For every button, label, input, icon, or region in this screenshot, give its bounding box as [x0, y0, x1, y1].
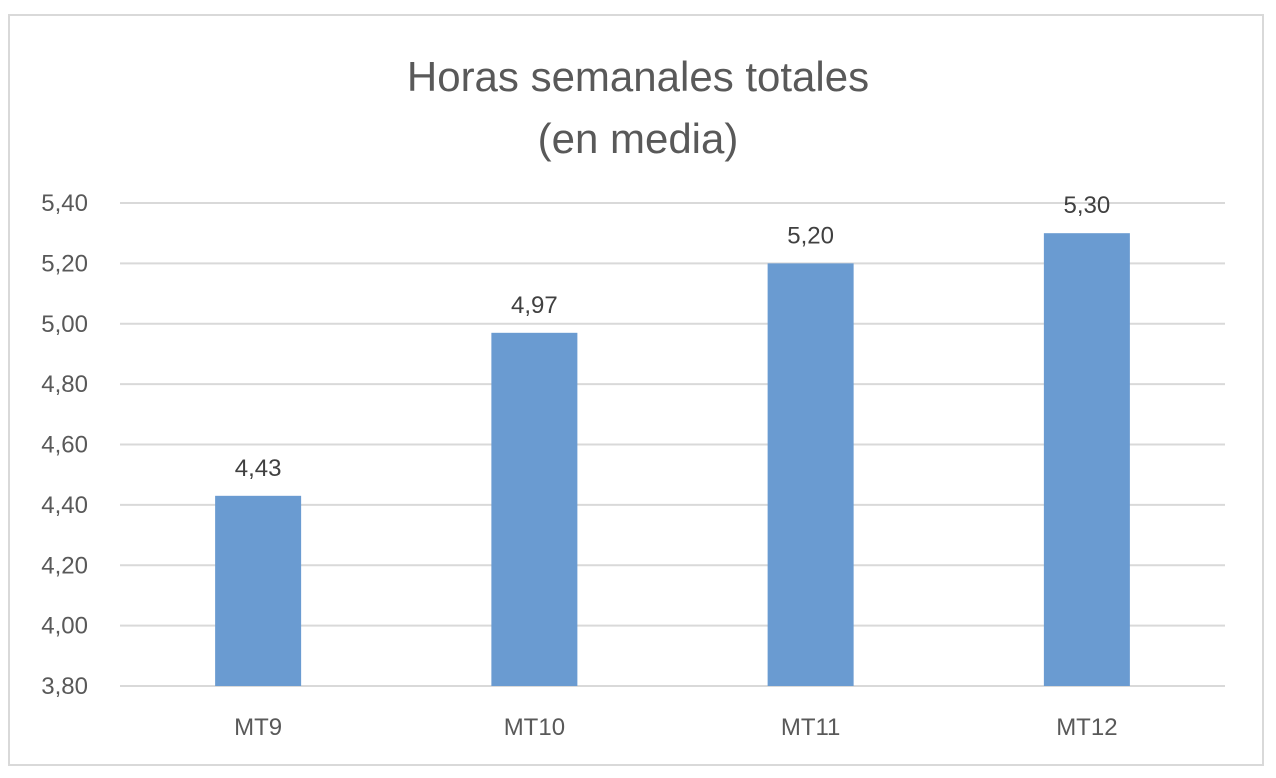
y-axis-ticks: 3,80 4,00 4,20 4,40 4,60 4,80 5,00 5,20 5,40 [41, 190, 88, 700]
chart-title-line-1: Horas semanales totales [406, 53, 870, 100]
bar-mt10 [491, 332, 578, 686]
y-tick-label: 4,60 [41, 432, 88, 459]
y-tick-label: 4,20 [41, 552, 88, 579]
bar-mt12 [1043, 233, 1130, 686]
y-tick-label: 4,80 [41, 371, 88, 398]
y-tick-label: 4,00 [41, 613, 88, 640]
x-axis-ticks: MT9 MT10 MT11 MT12 [234, 714, 1117, 741]
bar-mt11 [767, 263, 854, 686]
data-label-mt11: 5,20 [787, 222, 834, 249]
x-tick-label-mt10: MT10 [504, 714, 565, 741]
bar-mt9 [215, 495, 302, 686]
x-tick-label-mt11: MT11 [781, 714, 841, 741]
data-label-mt12: 5,30 [1064, 192, 1111, 219]
y-tick-label: 4,40 [41, 492, 88, 519]
data-labels: 4,43 4,97 5,20 5,30 [235, 192, 1110, 482]
y-tick-label: 5,20 [41, 250, 88, 277]
data-label-mt9: 4,43 [235, 455, 282, 482]
y-tick-label: 3,80 [41, 673, 88, 700]
y-tick-label: 5,00 [41, 311, 88, 338]
data-label-mt10: 4,97 [511, 292, 558, 319]
chart-title: Horas semanales totales (en media) [0, 46, 1276, 170]
chart-title-line-2: (en media) [537, 115, 739, 162]
bars [215, 233, 1130, 686]
y-tick-label: 5,40 [41, 190, 88, 217]
x-tick-label-mt9: MT9 [234, 714, 282, 741]
x-tick-label-mt12: MT12 [1056, 714, 1117, 741]
gridlines [120, 202, 1225, 687]
